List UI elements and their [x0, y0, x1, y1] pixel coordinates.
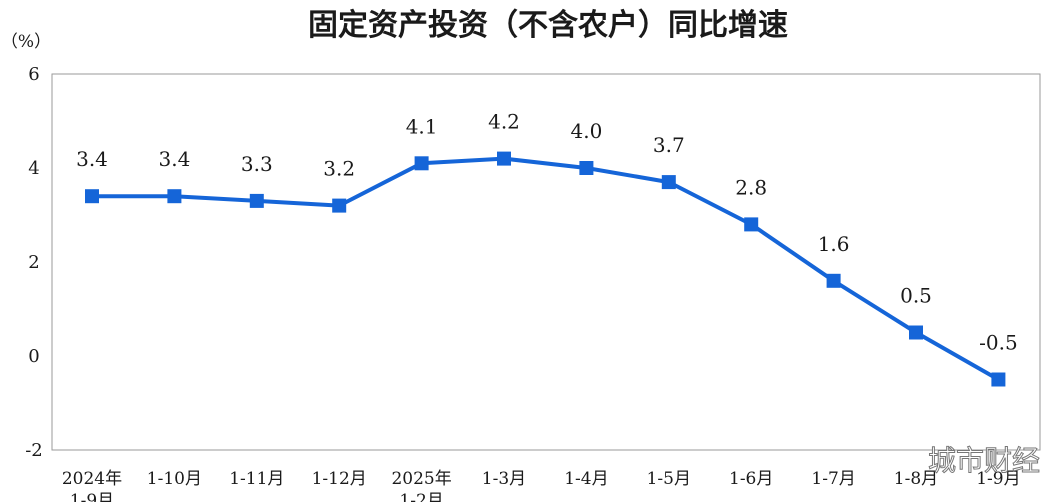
data-point-marker [909, 325, 923, 340]
data-point-marker [249, 193, 264, 208]
x-tick-label: 1-11月 [229, 469, 284, 489]
y-tick-label: -2 [25, 440, 43, 461]
data-label: 4.0 [570, 119, 602, 143]
data-label: -0.5 [979, 331, 1018, 355]
data-label: 4.1 [406, 114, 438, 138]
series-line [90, 156, 1001, 382]
x-tick-label: 1-9月 [70, 491, 114, 502]
x-tick-label: 1-8月 [894, 469, 938, 489]
watermark: 城市财经 [928, 444, 1040, 477]
data-point-marker [414, 156, 429, 171]
y-axis-unit-label: （%） [1, 32, 51, 52]
data-label: 2.8 [735, 175, 767, 199]
data-point-marker [826, 273, 841, 288]
x-tick-label: 2025年 [391, 469, 451, 489]
y-tick-label: 4 [28, 158, 39, 179]
x-tick-label: 1-6月 [729, 469, 773, 489]
y-axis-ticks: 6 4 2 0 -2 [25, 64, 43, 461]
data-point-marker [661, 175, 676, 190]
data-point-marker [744, 217, 759, 232]
data-label: 3.2 [323, 157, 355, 181]
series-markers [85, 151, 1006, 387]
data-label: 3.7 [653, 133, 685, 157]
chart-title: 固定资产投资（不含农户）同比增速 [308, 8, 788, 43]
data-label: 0.5 [900, 284, 932, 308]
x-tick-label: 1-3月 [482, 469, 526, 489]
plot-area-frame [51, 73, 1041, 451]
x-tick-label: 1-2月 [399, 491, 443, 502]
data-point-marker [991, 372, 1006, 387]
y-tick-label: 6 [28, 64, 39, 85]
data-point-marker [579, 161, 594, 175]
x-tick-label: 1-4月 [564, 469, 608, 489]
x-tick-label: 1-12月 [312, 469, 367, 489]
x-tick-label: 1-10月 [147, 469, 202, 489]
x-tick-label: 1-7月 [811, 469, 855, 489]
data-labels: 3.4 3.4 3.3 3.2 4.1 4.2 4.0 3.7 2.8 1.6 0.5 -0.5 [76, 110, 1018, 355]
x-tick-label: 2024年 [62, 469, 122, 489]
y-tick-label: 2 [28, 252, 39, 273]
data-point-marker [497, 151, 511, 166]
x-tick-label: 1-5月 [647, 469, 691, 489]
data-label: 3.4 [158, 147, 190, 171]
data-label: 4.2 [488, 110, 520, 134]
data-point-marker [167, 189, 182, 204]
x-axis-ticks: 2024年 1-9月 1-10月 1-11月 1-12月 2025年 1-2月 1-3月 1-4… [62, 469, 1021, 502]
data-label: 3.4 [76, 147, 108, 171]
data-point-marker [85, 189, 99, 204]
data-label: 3.3 [241, 152, 273, 176]
y-tick-label: 0 [28, 346, 39, 367]
data-point-marker [332, 198, 347, 213]
data-label: 1.6 [818, 232, 850, 256]
x-tick-label: 1-9月 [976, 469, 1020, 489]
